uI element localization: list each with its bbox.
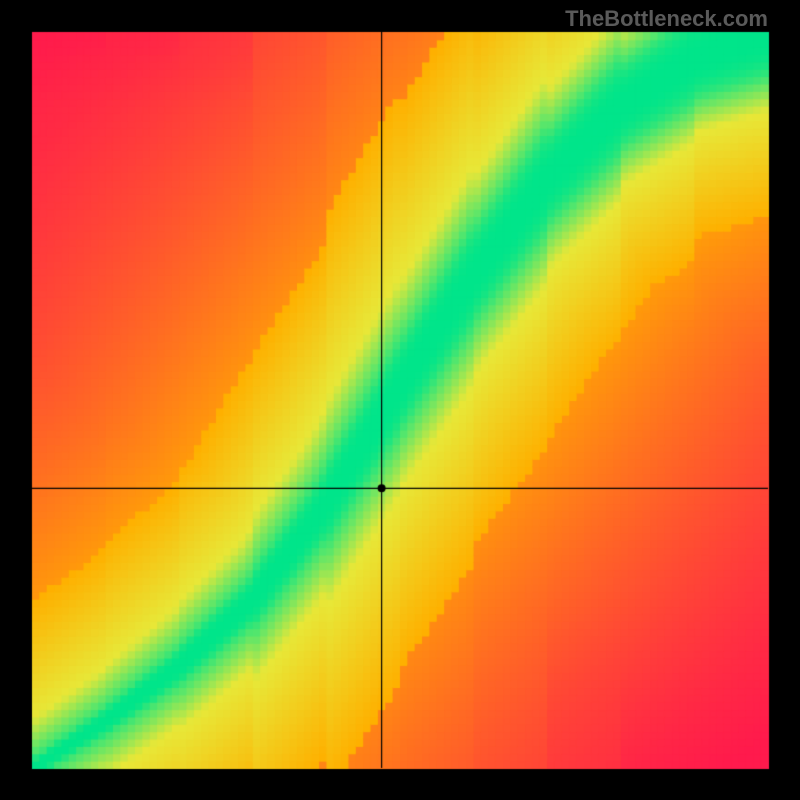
- chart-container: { "canvas": { "width": 800, "height": 80…: [0, 0, 800, 800]
- bottleneck-heatmap: [0, 0, 800, 800]
- watermark-text: TheBottleneck.com: [565, 6, 768, 32]
